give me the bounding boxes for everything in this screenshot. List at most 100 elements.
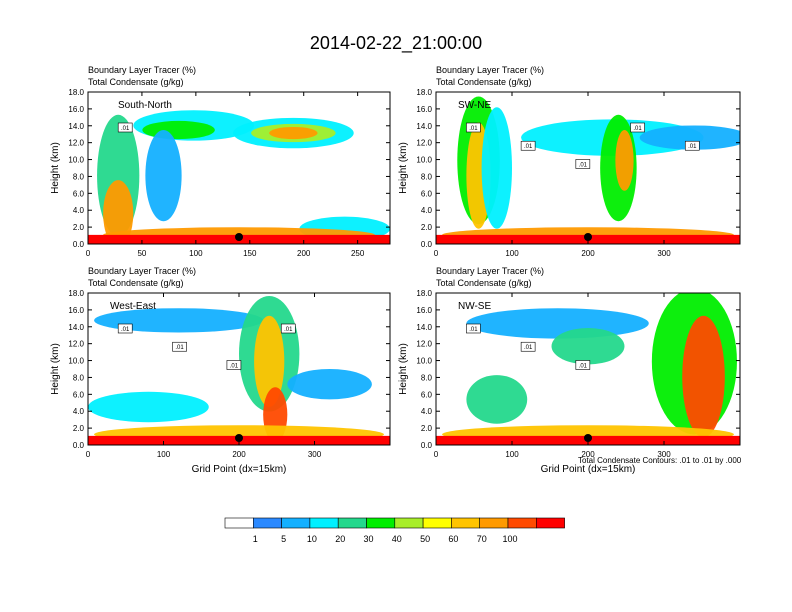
x-tick-label: 100 [157,450,171,459]
y-axis-label: Height (km) [398,343,409,395]
field-region [103,180,134,244]
x-tick-label: 300 [657,249,671,258]
colorbar-swatch [535,517,565,529]
contour-label: .01 [524,345,533,351]
panel-title-line2: Total Condensate (g/kg) [436,278,532,288]
panel-label: South-North [118,100,172,111]
x-tick-label: 100 [505,450,519,459]
panel-label: West-East [110,301,156,312]
y-tick-label: 2.0 [421,223,433,232]
colorbar-swatch [281,517,311,529]
x-tick-label: 200 [232,450,246,459]
colorbar-swatch [253,517,282,529]
field-region [254,315,285,407]
field-region [639,125,740,150]
x-tick-label: 0 [86,249,91,258]
colorbar-swatch [507,517,537,529]
colorbar-label: 60 [448,534,458,544]
contour-label: .01 [121,327,130,333]
y-tick-label: 12.0 [416,139,432,148]
location-marker [235,233,243,241]
contour-label-box [575,360,591,370]
y-tick-label: 2.0 [73,223,85,232]
y-tick-label: 10.0 [416,156,432,165]
y-tick-label: 18.0 [416,88,432,97]
y-tick-label: 4.0 [421,206,433,215]
colorbar-swatch [451,517,480,529]
contour-label-box [117,323,133,334]
colorbar-label: 30 [363,534,373,544]
location-marker [584,233,592,241]
y-tick-label: 6.0 [421,189,433,198]
y-tick-label: 8.0 [421,172,433,181]
contour-label-box [684,140,700,151]
y-tick-label: 16.0 [68,306,84,315]
location-marker [584,434,592,442]
contour-label-box [466,122,481,133]
contour-label-box [117,122,133,133]
field-region [466,375,528,424]
x-tick-label: 300 [657,450,671,459]
x-tick-label: 100 [505,249,519,258]
y-tick-label: 0.0 [73,240,85,249]
y-tick-label: 2.0 [73,424,85,433]
y-tick-label: 0.0 [73,441,85,450]
colorbar-label: 70 [477,534,487,544]
x-tick-label: 0 [434,450,439,459]
x-tick-label: 150 [243,249,257,258]
contour-label: .01 [121,126,130,132]
contour-label: .01 [633,126,642,132]
x-tick-label: 100 [189,249,203,258]
colorbar-label: 20 [335,534,345,544]
contour-label-box [575,159,591,169]
panel-label: SW-NE [458,100,491,111]
y-tick-label: 12.0 [68,340,84,349]
y-tick-label: 10.0 [68,156,84,165]
field-region [88,391,209,423]
y-tick-label: 16.0 [416,306,432,315]
colorbar-label: 50 [420,534,430,544]
plot-frame [87,91,391,245]
field-region [551,327,625,365]
y-tick-label: 12.0 [416,340,432,349]
figure-title: 2014-02-22_21:00:00 [309,33,483,53]
y-tick-label: 4.0 [73,407,85,416]
y-tick-label: 12.0 [68,139,84,148]
contour-label-box [520,140,536,151]
y-tick-label: 6.0 [421,390,433,399]
panel-title-line1: Boundary Layer Tracer (%) [88,266,196,276]
field-region [94,308,264,333]
panel-title-line2: Total Condensate (g/kg) [88,278,184,288]
panel-title-line2: Total Condensate (g/kg) [88,77,184,87]
colorbar-label: 1 [253,534,258,544]
x-tick-label: 200 [581,450,595,459]
contour-label-box [520,341,536,352]
location-marker [235,434,243,442]
y-tick-label: 4.0 [421,407,433,416]
contour-label: .01 [579,162,588,168]
contour-label: .01 [524,144,533,150]
panel-title-line1: Boundary Layer Tracer (%) [88,65,196,75]
x-tick-label: 200 [581,249,595,258]
contour-label-box [226,360,242,370]
x-tick-label: 200 [297,249,311,258]
x-tick-label: 300 [308,450,322,459]
x-axis-label: Grid Point (dx=15km) [541,464,636,475]
x-tick-label: 250 [351,249,365,258]
y-tick-label: 16.0 [416,105,432,114]
y-tick-label: 14.0 [68,122,84,131]
x-tick-label: 0 [434,249,439,258]
colorbar-swatch [366,517,396,529]
y-tick-label: 14.0 [416,122,432,131]
contour-label: .01 [688,144,697,150]
colorbar-swatch [337,517,367,529]
contour-label-box [466,323,481,334]
contour-label: .01 [579,363,588,369]
x-tick-label: 50 [137,249,146,258]
contour-label: .01 [284,327,293,333]
y-axis-label: Height (km) [50,343,61,395]
